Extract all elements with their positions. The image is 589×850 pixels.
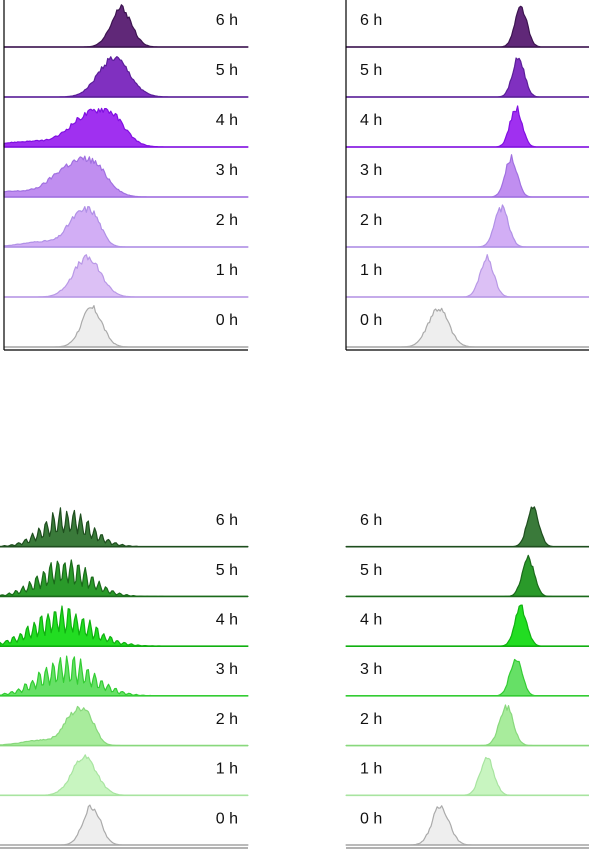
histogram-3-2h: [0, 705, 249, 747]
timepoint-label: 2 h: [360, 711, 382, 728]
histogram-1-0h: [3, 304, 249, 348]
timepoint-label: 3 h: [216, 162, 238, 179]
timepoint-label: 2 h: [216, 711, 238, 728]
timepoint-label: 5 h: [360, 562, 382, 579]
timepoint-label: 1 h: [360, 262, 382, 279]
timepoint-label: 6 h: [360, 12, 382, 29]
timepoint-label: 6 h: [216, 512, 238, 529]
timepoint-label: 4 h: [216, 112, 238, 129]
histogram-panel-3: 0 h 1 h 2 h 3 h 4 h 5 h 6 h: [0, 507, 249, 849]
histogram-2-5h: [345, 57, 589, 98]
histogram-panel-1: 0 h 1 h 2 h 3 h 4 h 5 h 6 h: [3, 0, 249, 351]
histogram-1-4h: [3, 107, 249, 148]
timepoint-label: 2 h: [360, 212, 382, 229]
histogram-1-1h: [3, 254, 249, 298]
histogram-3-6h: [0, 507, 249, 548]
timepoint-label: 3 h: [360, 661, 382, 678]
histogram-1-6h: [3, 4, 249, 48]
histogram-4-2h: [345, 704, 589, 747]
timepoint-label: 4 h: [360, 612, 382, 629]
timepoint-label: 5 h: [360, 62, 382, 79]
histogram-2-0h: [345, 307, 589, 348]
histogram-4-0h: [345, 805, 589, 846]
timepoint-label: 5 h: [216, 562, 238, 579]
timepoint-label: 1 h: [360, 761, 382, 778]
histogram-1-2h: [3, 205, 249, 248]
histogram-panel-2: 0 h 1 h 2 h 3 h 4 h 5 h 6 h: [345, 0, 589, 351]
histogram-4-1h: [345, 756, 589, 796]
timepoint-label: 1 h: [216, 262, 238, 279]
histogram-3-1h: [0, 754, 249, 796]
histogram-2-1h: [345, 254, 589, 298]
histogram-4-5h: [345, 554, 589, 598]
timepoint-label: 5 h: [216, 62, 238, 79]
timepoint-label: 0 h: [360, 810, 382, 827]
histogram-2-2h: [345, 204, 589, 248]
timepoint-label: 4 h: [216, 612, 238, 629]
histogram-3-3h: [0, 655, 249, 697]
histogram-3-4h: [0, 605, 249, 647]
timepoint-label: 0 h: [216, 312, 238, 329]
timepoint-label: 0 h: [360, 312, 382, 329]
histogram-2-4h: [345, 105, 589, 148]
histogram-4-4h: [345, 604, 589, 647]
timepoint-label: 2 h: [216, 212, 238, 229]
timepoint-label: 6 h: [216, 12, 238, 29]
timepoint-label: 3 h: [216, 661, 238, 678]
histogram-3-5h: [0, 559, 249, 598]
timepoint-label: 6 h: [360, 512, 382, 529]
histogram-1-5h: [3, 56, 249, 98]
histogram-4-3h: [345, 658, 589, 697]
timepoint-label: 1 h: [216, 761, 238, 778]
timepoint-label: 4 h: [360, 112, 382, 129]
timepoint-label: 3 h: [360, 162, 382, 179]
histogram-2-3h: [345, 154, 589, 198]
histogram-2-6h: [345, 5, 589, 48]
timepoint-label: 0 h: [216, 810, 238, 827]
histogram-1-3h: [3, 155, 249, 198]
histogram-panel-4: 0 h 1 h 2 h 3 h 4 h 5 h 6 h: [345, 506, 589, 849]
histogram-3-0h: [0, 804, 249, 846]
histogram-4-6h: [345, 506, 589, 548]
